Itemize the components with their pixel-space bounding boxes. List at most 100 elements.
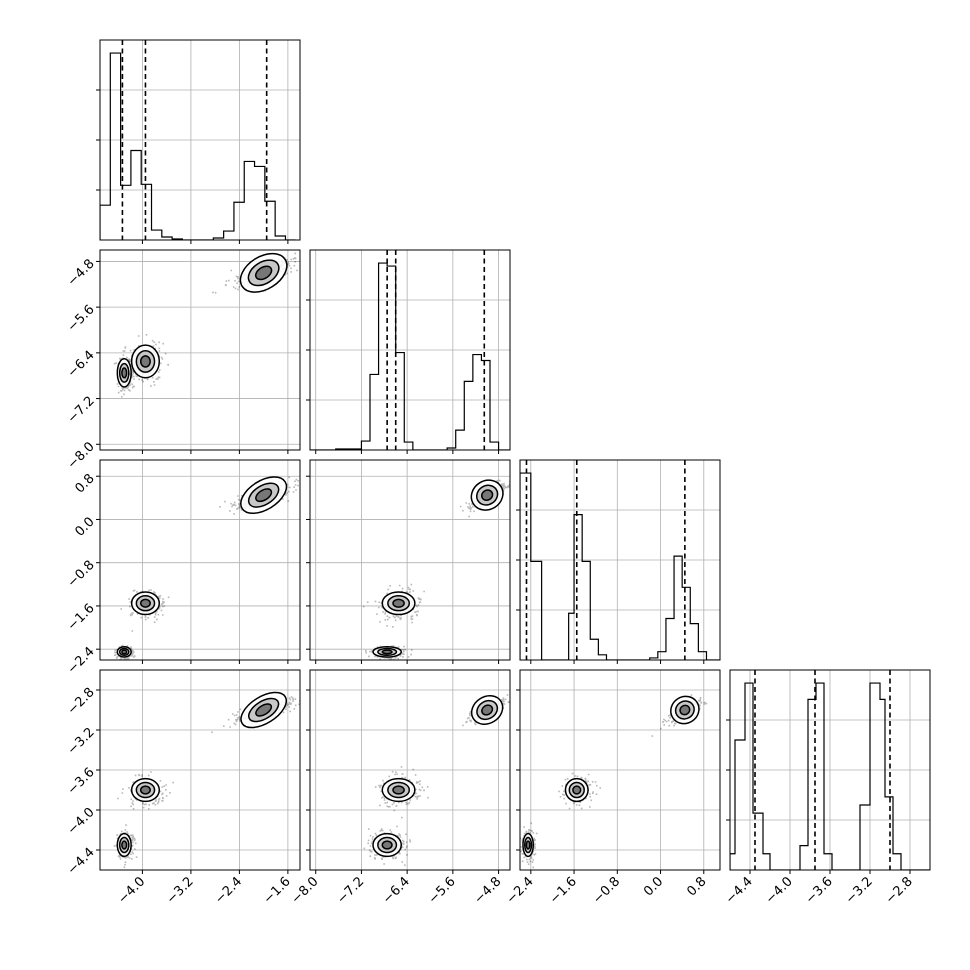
y-tick-label: −1.6 bbox=[65, 601, 98, 634]
x-tick-label: −4.4 bbox=[723, 874, 756, 907]
density-fill-inner bbox=[140, 786, 151, 794]
histogram-panel-3 bbox=[516, 459, 721, 661]
scatter-panel-3-1 bbox=[99, 459, 301, 661]
contour-outer bbox=[130, 344, 161, 379]
x-tick-label: −1.6 bbox=[261, 874, 294, 907]
y-tick-label: −5.6 bbox=[65, 302, 98, 335]
contour-inner bbox=[121, 649, 128, 655]
panel-frame bbox=[99, 459, 301, 661]
contour-outer bbox=[130, 777, 161, 803]
contour-inner bbox=[139, 785, 151, 795]
histogram-bars-2 bbox=[310, 262, 510, 450]
histogram-bars-4 bbox=[730, 682, 930, 870]
contour-outer bbox=[240, 691, 287, 729]
scatter-samples bbox=[363, 694, 510, 866]
y-tick-label: −2.4 bbox=[65, 644, 98, 677]
contour-mid bbox=[523, 836, 533, 854]
x-tick-label: 0.8 bbox=[684, 874, 709, 899]
contour-inner bbox=[392, 598, 405, 608]
histogram-panel-1 bbox=[96, 39, 301, 241]
contour-mid bbox=[118, 836, 130, 854]
y-tick-label: −3.2 bbox=[65, 725, 98, 758]
contour-inner bbox=[121, 367, 128, 379]
y-tick-label: 0.8 bbox=[72, 471, 97, 496]
x-tick-label: −8.0 bbox=[289, 874, 322, 907]
scatter-samples bbox=[113, 252, 298, 398]
contour-inner bbox=[139, 598, 151, 608]
density-fill-inner bbox=[393, 599, 405, 608]
contour-mid bbox=[476, 699, 499, 721]
density-contours bbox=[240, 476, 288, 515]
density-fill-inner bbox=[481, 490, 493, 501]
x-tick-label: −3.2 bbox=[164, 874, 197, 907]
density-contours bbox=[130, 777, 161, 803]
density-contours bbox=[670, 695, 700, 725]
contour-inner bbox=[572, 785, 582, 795]
density-contours bbox=[116, 357, 132, 388]
contour-outer bbox=[239, 252, 288, 293]
density-contours bbox=[116, 832, 132, 858]
scatter-panel-4-3 bbox=[519, 669, 721, 871]
histogram-panel-4 bbox=[726, 669, 931, 871]
density-contours bbox=[522, 832, 534, 858]
x-tick-label: −6.4 bbox=[380, 874, 413, 907]
density-contours bbox=[130, 344, 161, 379]
density-contours bbox=[381, 777, 416, 803]
histogram-panel-2 bbox=[306, 249, 511, 451]
contour-mid bbox=[247, 482, 280, 508]
y-tick-label: −0.8 bbox=[65, 558, 98, 591]
x-tick-label: −7.2 bbox=[334, 874, 367, 907]
contour-mid bbox=[377, 647, 398, 657]
contour-mid bbox=[247, 259, 280, 287]
density-fill-inner bbox=[121, 841, 127, 849]
y-tick-label: 0.0 bbox=[72, 515, 97, 540]
density-contours bbox=[470, 479, 504, 511]
density-contours bbox=[381, 591, 416, 616]
contour-outer bbox=[240, 476, 288, 515]
contour-mid bbox=[476, 484, 499, 506]
contour-inner bbox=[381, 649, 393, 655]
scatter-samples bbox=[362, 479, 510, 660]
contour-inner bbox=[254, 265, 273, 281]
contour-mid bbox=[135, 595, 156, 612]
x-tick-label: −3.2 bbox=[843, 874, 876, 907]
contour-inner bbox=[480, 489, 494, 501]
x-tick-label: −4.0 bbox=[763, 874, 796, 907]
contour-outer bbox=[130, 591, 161, 616]
density-fill-inner bbox=[680, 705, 690, 715]
scatter-samples bbox=[520, 694, 708, 869]
panel-frame bbox=[309, 249, 511, 451]
contour-mid bbox=[387, 595, 411, 612]
scatter-panel-4-1 bbox=[99, 669, 301, 871]
contour-outer bbox=[116, 832, 132, 858]
contour-outer bbox=[372, 832, 403, 858]
x-tick-label: −3.6 bbox=[803, 874, 836, 907]
density-contours bbox=[130, 591, 161, 616]
density-contours bbox=[470, 695, 504, 725]
x-tick-label: −5.6 bbox=[426, 874, 459, 907]
contour-mid bbox=[387, 781, 411, 799]
x-tick-label: 0.0 bbox=[641, 874, 666, 899]
y-tick-label: −3.6 bbox=[65, 765, 98, 798]
contour-outer bbox=[670, 695, 700, 725]
density-fill-inner bbox=[481, 705, 493, 715]
x-tick-label: −2.8 bbox=[883, 874, 916, 907]
density-contours bbox=[372, 646, 403, 658]
y-tick-label: −8.0 bbox=[65, 439, 98, 472]
density-contours bbox=[564, 777, 589, 803]
x-tick-label: −1.6 bbox=[547, 874, 580, 907]
contour-inner bbox=[381, 840, 393, 850]
scatter-panel-2-1 bbox=[99, 249, 301, 451]
x-tick-label: −4.0 bbox=[115, 874, 148, 907]
histogram-bars-3 bbox=[520, 472, 720, 660]
density-fill-inner bbox=[393, 786, 405, 794]
scatter-samples bbox=[113, 476, 299, 660]
y-tick-label: −4.8 bbox=[65, 256, 98, 289]
contour-outer bbox=[564, 777, 589, 803]
contour-outer bbox=[116, 646, 132, 658]
contour-inner bbox=[525, 840, 531, 850]
contour-inner bbox=[255, 703, 273, 717]
histogram-bars-1 bbox=[100, 52, 296, 240]
contour-mid bbox=[248, 697, 280, 723]
y-tick-label: −7.2 bbox=[65, 394, 98, 427]
